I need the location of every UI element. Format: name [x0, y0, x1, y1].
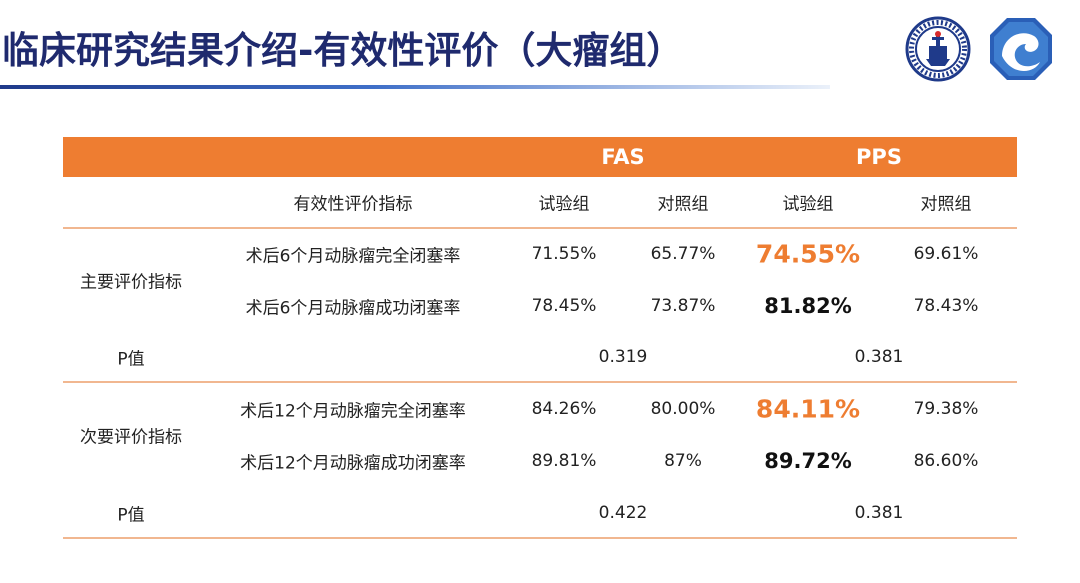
row-divider — [63, 537, 1017, 539]
p-value-label: P值 — [117, 505, 145, 526]
row-divider — [63, 227, 1017, 229]
p-value-fas: 0.422 — [598, 503, 648, 523]
col-header-pps-trial: 试验组 — [782, 194, 834, 215]
section-label-primary: 主要评价指标 — [80, 272, 182, 293]
fas-trial-cell: 71.55% — [531, 244, 597, 264]
pps-trial-cell-highlight: 84.11% — [755, 394, 861, 424]
col-header-pps-control: 对照组 — [920, 194, 972, 215]
section-label-secondary: 次要评价指标 — [80, 427, 182, 448]
p-value-pps: 0.381 — [854, 347, 904, 367]
pps-trial-cell-bold: 81.82% — [764, 294, 852, 318]
col-header-fas-control: 对照组 — [657, 194, 709, 215]
fas-trial-cell: 89.81% — [531, 451, 597, 471]
row-divider — [63, 381, 1017, 383]
pps-control-cell: 78.43% — [913, 296, 979, 316]
fas-control-cell: 87% — [664, 451, 702, 471]
fas-group-header: FAS — [601, 145, 645, 169]
title-underline — [0, 85, 830, 89]
p-value-pps: 0.381 — [854, 503, 904, 523]
fas-control-cell: 73.87% — [650, 296, 716, 316]
table-header-band — [63, 137, 1017, 177]
fas-trial-cell: 84.26% — [531, 399, 597, 419]
fas-control-cell: 65.77% — [650, 244, 716, 264]
fas-control-cell: 80.00% — [650, 399, 716, 419]
page-title: 临床研究结果介绍-有效性评价（大瘤组） — [2, 29, 684, 72]
pps-trial-cell-bold: 89.72% — [764, 449, 852, 473]
indicator-cell: 术后6个月动脉瘤成功闭塞率 — [245, 298, 461, 319]
pps-trial-cell-highlight: 74.55% — [755, 239, 861, 269]
pps-control-cell: 86.60% — [913, 451, 979, 471]
col-header-fas-trial: 试验组 — [538, 194, 590, 215]
fas-trial-cell: 78.45% — [531, 296, 597, 316]
pps-control-cell: 79.38% — [913, 399, 979, 419]
efficacy-table: FAS PPS 有效性评价指标 试验组 对照组 试验组 对照组 主要评价指标 术… — [63, 137, 1017, 541]
p-value-fas: 0.319 — [598, 347, 648, 367]
blue-swirl-logo — [990, 18, 1052, 80]
pps-group-header: PPS — [856, 145, 902, 169]
pps-control-cell: 69.61% — [913, 244, 979, 264]
col-header-indicator: 有效性评价指标 — [293, 194, 413, 215]
indicator-cell: 术后6个月动脉瘤完全闭塞率 — [245, 246, 461, 267]
indicator-cell: 术后12个月动脉瘤完全闭塞率 — [240, 401, 466, 422]
hospital-seal-logo — [905, 16, 971, 82]
p-value-label: P值 — [117, 349, 145, 370]
indicator-cell: 术后12个月动脉瘤成功闭塞率 — [240, 453, 466, 474]
